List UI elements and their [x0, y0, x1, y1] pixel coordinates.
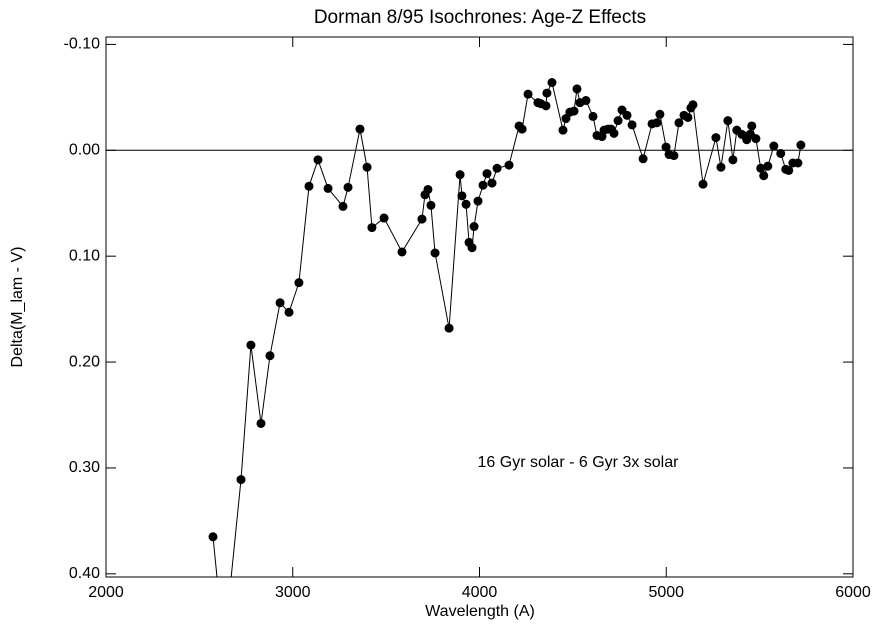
data-point	[367, 223, 377, 233]
data-point	[304, 181, 314, 191]
y-tick-label: 0.20	[69, 353, 100, 370]
data-point	[492, 163, 502, 173]
data-point	[776, 148, 786, 158]
data-point	[313, 155, 323, 165]
data-point	[338, 201, 348, 211]
data-point	[208, 532, 218, 542]
y-tick-label: 0.40	[69, 565, 100, 582]
data-point	[723, 116, 733, 126]
data-point	[669, 151, 679, 161]
y-tick-label: 0.10	[69, 247, 100, 264]
data-point	[572, 84, 582, 94]
data-point	[444, 323, 454, 333]
data-point	[638, 154, 648, 164]
y-tick-label: -0.10	[64, 36, 101, 53]
data-point	[793, 158, 803, 168]
x-tick-label: 6000	[835, 584, 871, 601]
x-tick-label: 3000	[275, 584, 311, 601]
data-point	[698, 179, 708, 189]
plot-area	[106, 78, 853, 577]
data-point	[547, 78, 557, 88]
data-point	[397, 247, 407, 257]
chart-title: Dorman 8/95 Isochrones: Age-Z Effects	[314, 7, 646, 28]
data-point	[323, 183, 333, 193]
annotation: 16 Gyr solar - 6 Gyr 3x solar	[478, 454, 680, 471]
data-point	[379, 213, 389, 223]
plot-frame	[105, 36, 854, 578]
data-point	[688, 100, 698, 110]
data-point	[661, 142, 671, 152]
data-point	[469, 222, 479, 232]
data-point	[542, 88, 552, 98]
data-point	[784, 165, 794, 175]
data-point	[711, 133, 721, 143]
data-point	[275, 298, 285, 308]
data-point	[609, 128, 619, 138]
data-point	[796, 140, 806, 150]
data-point	[294, 278, 304, 288]
data-point	[558, 125, 568, 135]
y-tick-label: 0.30	[69, 459, 100, 476]
data-point	[355, 124, 365, 134]
data-point	[478, 180, 488, 190]
x-tick-label: 2000	[88, 584, 124, 601]
data-point	[487, 178, 497, 188]
data-point	[728, 155, 738, 165]
data-point	[569, 106, 579, 116]
data-point	[756, 163, 766, 173]
x-tick-label: 4000	[462, 584, 498, 601]
data-point	[747, 121, 757, 131]
data-point	[751, 134, 761, 144]
data-point	[523, 89, 533, 99]
x-axis-label: Wavelength (A)	[425, 603, 535, 620]
data-point	[627, 120, 637, 130]
data-point	[674, 118, 684, 128]
data-point	[423, 184, 433, 194]
data-point	[343, 182, 353, 192]
data-point	[613, 116, 623, 126]
data-point	[265, 351, 275, 361]
data-point	[473, 196, 483, 206]
y-axis-label: Delta(M_lam - V)	[9, 247, 26, 368]
data-point	[362, 162, 372, 172]
data-point	[517, 124, 527, 134]
data-point	[426, 200, 436, 210]
data-point	[683, 112, 693, 122]
data-point	[430, 248, 440, 258]
data-point	[482, 169, 492, 179]
data-point	[581, 96, 591, 106]
data-point	[236, 475, 246, 485]
data-point	[716, 162, 726, 172]
data-point	[541, 101, 551, 111]
data-point	[769, 141, 779, 151]
data-point	[622, 110, 632, 120]
data-point	[417, 214, 427, 224]
data-point	[763, 161, 773, 171]
data-point	[461, 199, 471, 209]
data-point	[246, 340, 256, 350]
y-tick-label: 0.00	[69, 142, 100, 159]
data-point	[284, 307, 294, 317]
data-point	[455, 170, 465, 180]
data-point	[457, 191, 467, 201]
data-point	[588, 111, 598, 121]
data-point	[256, 418, 266, 428]
data-point	[467, 243, 477, 253]
x-tick-label: 5000	[648, 584, 684, 601]
data-point	[504, 160, 514, 170]
data-point	[759, 171, 769, 181]
data-point	[655, 109, 665, 119]
data-point	[652, 118, 662, 128]
